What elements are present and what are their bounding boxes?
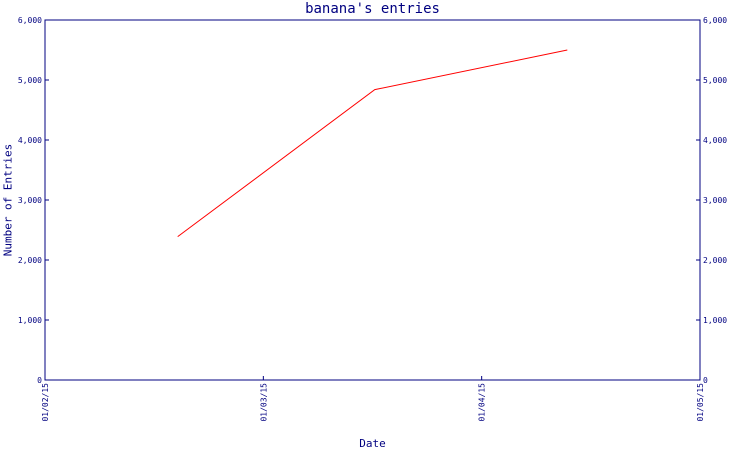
x-tick-label: 01/02/15 xyxy=(41,383,50,422)
y-tick-label-right: 3,000 xyxy=(703,196,727,205)
y-tick-label-right: 6,000 xyxy=(703,16,727,25)
plot-frame xyxy=(44,19,701,381)
y-tick-label-left: 3,000 xyxy=(18,196,42,205)
y-tick-label-right: 1,000 xyxy=(703,316,727,325)
y-tick-label-right: 2,000 xyxy=(703,256,727,265)
x-tick-label: 01/05/15 xyxy=(696,383,705,422)
y-tick-label-left: 2,000 xyxy=(18,256,42,265)
y-tick-label-left: 6,000 xyxy=(18,16,42,25)
x-tick-label: 01/04/15 xyxy=(478,383,487,422)
x-axis-label: Date xyxy=(359,437,386,450)
y-tick-label-right: 0 xyxy=(703,376,708,385)
chart-title: banana's entries xyxy=(305,1,440,17)
x-tick-label: 01/03/15 xyxy=(259,383,268,422)
y-tick-label-left: 5,000 xyxy=(18,76,42,85)
series-line xyxy=(177,49,568,238)
y-tick-label-left: 0 xyxy=(37,376,42,385)
y-tick-label-right: 4,000 xyxy=(703,136,727,145)
y-tick-label-right: 5,000 xyxy=(703,76,727,85)
y-tick-label-left: 1,000 xyxy=(18,316,42,325)
y-tick-label-left: 4,000 xyxy=(18,136,42,145)
